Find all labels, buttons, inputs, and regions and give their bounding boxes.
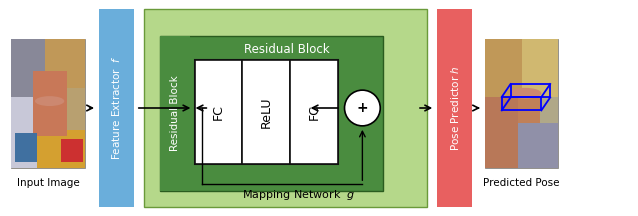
Ellipse shape (345, 90, 380, 126)
Bar (99, 9, 134, 207)
Bar (15, 133, 37, 162)
Bar (11, 97, 37, 168)
Text: Residual Block: Residual Block (244, 43, 329, 56)
Bar (485, 39, 521, 97)
Bar (242, 60, 290, 164)
Bar (160, 36, 190, 191)
Bar (34, 71, 66, 136)
Circle shape (35, 96, 64, 106)
Text: Pose Predictor $\it{h}$: Pose Predictor $\it{h}$ (449, 65, 461, 151)
Bar (290, 60, 338, 164)
Bar (485, 39, 558, 168)
Bar (518, 123, 558, 168)
Bar (522, 39, 558, 97)
Text: Input Image: Input Image (17, 178, 80, 188)
Bar (160, 36, 383, 191)
Text: ReLU: ReLU (260, 97, 273, 128)
Text: FC: FC (212, 104, 225, 120)
Bar (485, 97, 518, 168)
Bar (144, 9, 427, 207)
Text: Predicted Pose: Predicted Pose (484, 178, 560, 188)
Text: +: + (357, 101, 368, 115)
Text: FC: FC (308, 104, 321, 120)
Text: Feature Extractor  $\it{f}$: Feature Extractor $\it{f}$ (110, 56, 122, 160)
Bar (37, 130, 85, 168)
Bar (518, 97, 540, 123)
Circle shape (509, 88, 542, 99)
Bar (11, 39, 85, 168)
Text: Residual Block: Residual Block (170, 76, 180, 151)
Bar (61, 139, 84, 162)
Bar (45, 39, 85, 88)
Bar (195, 60, 242, 164)
Bar (437, 9, 472, 207)
Bar (195, 60, 338, 164)
Text: Mapping Network  $\it{g}$: Mapping Network $\it{g}$ (242, 188, 355, 202)
Bar (11, 39, 45, 97)
